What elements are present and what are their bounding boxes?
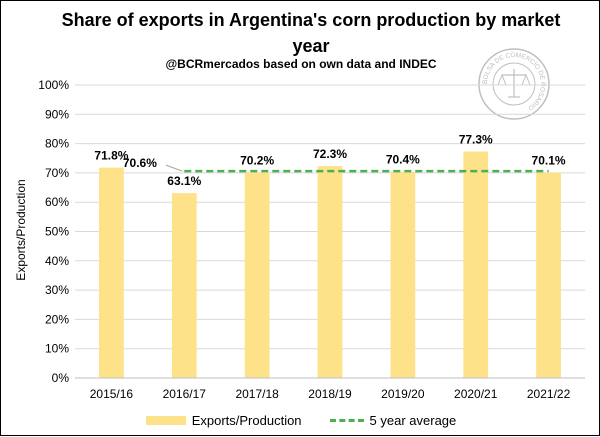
y-tick-label: 30% [45, 283, 69, 297]
bar-data-label: 77.3% [459, 133, 493, 147]
bar [390, 171, 416, 378]
bar-data-label: 70.1% [532, 154, 566, 168]
average-label-leader [165, 164, 183, 172]
y-tick-label: 100% [38, 78, 69, 92]
scales-of-justice-icon: BOLSA DE COMERCIO DE ROSARIO [478, 48, 550, 120]
bar [536, 172, 561, 378]
x-tick-label: 2015/16 [90, 387, 134, 401]
bar [244, 172, 270, 378]
bar-data-label: 71.8% [94, 149, 128, 163]
bar [99, 167, 124, 378]
bar-data-label: 63.1% [167, 174, 201, 188]
x-tick-label: 2020/21 [454, 387, 498, 401]
bar-data-label: 72.3% [313, 147, 347, 161]
y-tick-label: 50% [45, 225, 69, 239]
chart-subtitle: @BCRmercados based on own data and INDEC [165, 57, 437, 71]
legend-item-bars: Exports/Production [145, 412, 302, 428]
bar [463, 151, 489, 378]
x-tick-label: 2019/20 [381, 387, 425, 401]
x-tick-label: 2018/19 [308, 387, 352, 401]
legend-swatch-line [329, 418, 364, 422]
y-tick-label: 40% [45, 254, 69, 268]
x-tick-label: 2017/18 [235, 387, 279, 401]
average-data-label: 70.6% [123, 156, 157, 170]
y-tick-label: 0% [52, 371, 70, 385]
y-tick-label: 70% [45, 166, 69, 180]
chart-legend: Exports/Production 5 year average [1, 411, 600, 429]
y-tick-label: 60% [45, 195, 69, 209]
y-tick-label: 80% [45, 137, 69, 151]
y-tick-label: 90% [45, 107, 69, 121]
y-tick-label: 10% [45, 342, 69, 356]
chart-title: Share of exports in Argentina's corn pro… [61, 10, 561, 56]
x-tick-label: 2016/17 [163, 387, 207, 401]
y-tick-label: 20% [45, 312, 69, 326]
bar-data-label: 70.2% [240, 153, 274, 167]
legend-label-bars: Exports/Production [191, 412, 302, 428]
x-tick-label: 2021/22 [527, 387, 571, 401]
bar [171, 193, 197, 378]
bar-data-label: 70.4% [386, 153, 420, 167]
y-axis-label: Exports/Production [14, 179, 28, 280]
bar [317, 166, 343, 378]
legend-swatch-bar [145, 415, 186, 425]
legend-item-average: 5 year average [329, 412, 457, 428]
legend-label-average: 5 year average [369, 412, 457, 428]
